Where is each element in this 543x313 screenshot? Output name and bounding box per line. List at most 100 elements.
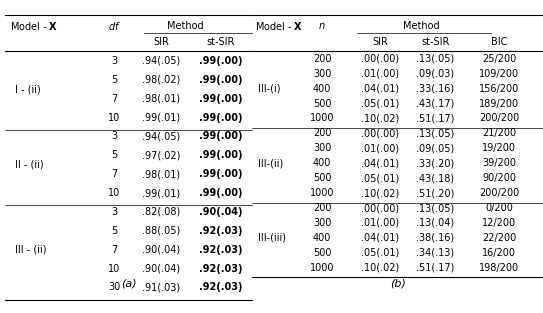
Text: 1000: 1000 <box>310 263 334 273</box>
Text: .99(.00): .99(.00) <box>199 150 242 160</box>
Text: 200: 200 <box>313 203 331 213</box>
Text: .99(.00): .99(.00) <box>199 75 242 85</box>
Text: .05(.01): .05(.01) <box>361 248 400 258</box>
Text: 39/200: 39/200 <box>482 158 516 168</box>
Text: .34(.13): .34(.13) <box>416 248 454 258</box>
Text: 7: 7 <box>111 245 117 255</box>
Text: SIR: SIR <box>153 37 169 47</box>
Text: .00(.00): .00(.00) <box>361 203 400 213</box>
Text: 189/200: 189/200 <box>479 99 520 109</box>
Text: 10: 10 <box>108 112 120 122</box>
Text: 300: 300 <box>313 69 331 79</box>
Text: Model - $\bf{X}$: Model - $\bf{X}$ <box>255 20 304 32</box>
Text: 1000: 1000 <box>310 113 334 123</box>
Text: Method: Method <box>403 21 439 31</box>
Text: 10: 10 <box>108 264 120 274</box>
Text: 12/200: 12/200 <box>482 218 516 228</box>
Text: Model - $\bf{X}$: Model - $\bf{X}$ <box>10 20 59 32</box>
Text: BIC: BIC <box>491 37 508 47</box>
Text: .82(.08): .82(.08) <box>142 207 180 217</box>
Text: III-(i): III-(i) <box>258 84 281 94</box>
Text: 400: 400 <box>313 158 331 168</box>
Text: .43(.17): .43(.17) <box>416 99 454 109</box>
Text: 7: 7 <box>111 94 117 104</box>
Text: 500: 500 <box>313 248 331 258</box>
Text: 5: 5 <box>111 226 117 236</box>
Text: 7: 7 <box>111 169 117 179</box>
Text: 10: 10 <box>108 188 120 198</box>
Text: .99(.00): .99(.00) <box>199 131 242 141</box>
Text: .00(.00): .00(.00) <box>361 54 400 64</box>
Text: 300: 300 <box>313 143 331 153</box>
Text: .51(.17): .51(.17) <box>416 263 454 273</box>
Text: .99(.00): .99(.00) <box>199 56 242 66</box>
Text: .13(.04): .13(.04) <box>416 218 454 228</box>
Text: 400: 400 <box>313 233 331 243</box>
Text: 19/200: 19/200 <box>482 143 516 153</box>
Text: .91(.03): .91(.03) <box>142 282 180 292</box>
Text: .10(.02): .10(.02) <box>361 263 400 273</box>
Text: 300: 300 <box>313 218 331 228</box>
Text: $n$: $n$ <box>318 21 326 31</box>
Text: .13(.05): .13(.05) <box>416 128 454 138</box>
Text: .90(.04): .90(.04) <box>142 264 180 274</box>
Text: .99(.01): .99(.01) <box>142 112 180 122</box>
Text: .98(.01): .98(.01) <box>142 169 180 179</box>
Text: II - (ii): II - (ii) <box>15 160 44 170</box>
Text: 109/200: 109/200 <box>479 69 520 79</box>
Text: .04(.01): .04(.01) <box>361 233 400 243</box>
Text: 200/200: 200/200 <box>479 188 520 198</box>
Text: .92(.03): .92(.03) <box>199 226 242 236</box>
Text: .04(.01): .04(.01) <box>361 84 400 94</box>
Text: 3: 3 <box>111 131 117 141</box>
Text: III-(iii): III-(iii) <box>258 233 286 243</box>
Text: .94(.05): .94(.05) <box>142 131 180 141</box>
Text: 5: 5 <box>111 150 117 160</box>
Text: III - (ii): III - (ii) <box>15 245 47 255</box>
Text: .38(.16): .38(.16) <box>416 233 454 243</box>
Text: .90(.04): .90(.04) <box>142 245 180 255</box>
Text: .99(.00): .99(.00) <box>199 112 242 122</box>
Text: .94(.05): .94(.05) <box>142 56 180 66</box>
Text: (b): (b) <box>390 278 406 288</box>
Text: .92(.03): .92(.03) <box>199 264 242 274</box>
Text: .10(.02): .10(.02) <box>361 113 400 123</box>
Text: $df$: $df$ <box>108 20 121 32</box>
Text: 400: 400 <box>313 84 331 94</box>
Text: 500: 500 <box>313 173 331 183</box>
Text: I - (ii): I - (ii) <box>15 84 41 94</box>
Text: 0/200: 0/200 <box>485 203 513 213</box>
Text: .99(.00): .99(.00) <box>199 188 242 198</box>
Text: .13(.05): .13(.05) <box>416 54 454 64</box>
Text: .10(.02): .10(.02) <box>361 188 400 198</box>
Text: 3: 3 <box>111 56 117 66</box>
Text: .92(.03): .92(.03) <box>199 282 242 292</box>
Text: 21/200: 21/200 <box>482 128 516 138</box>
Text: st-SIR: st-SIR <box>421 37 450 47</box>
Text: .09(.05): .09(.05) <box>416 143 454 153</box>
Text: .05(.01): .05(.01) <box>361 173 400 183</box>
Text: 200/200: 200/200 <box>479 113 520 123</box>
Text: 3: 3 <box>111 207 117 217</box>
Text: .99(.00): .99(.00) <box>199 169 242 179</box>
Text: 156/200: 156/200 <box>479 84 520 94</box>
Text: .01(.00): .01(.00) <box>361 69 400 79</box>
Text: .92(.03): .92(.03) <box>199 245 242 255</box>
Text: st-SIR: st-SIR <box>206 37 235 47</box>
Text: 1000: 1000 <box>310 188 334 198</box>
Text: .00(.00): .00(.00) <box>361 128 400 138</box>
Text: .90(.04): .90(.04) <box>199 207 242 217</box>
Text: .01(.00): .01(.00) <box>361 143 400 153</box>
Text: SIR: SIR <box>372 37 388 47</box>
Text: .33(.20): .33(.20) <box>416 158 454 168</box>
Text: 90/200: 90/200 <box>482 173 516 183</box>
Text: .51(.17): .51(.17) <box>416 113 454 123</box>
Text: .09(.03): .09(.03) <box>416 69 454 79</box>
Text: .01(.00): .01(.00) <box>361 218 400 228</box>
Text: .13(.05): .13(.05) <box>416 203 454 213</box>
Text: .99(.00): .99(.00) <box>199 94 242 104</box>
Text: 200: 200 <box>313 128 331 138</box>
Text: .05(.01): .05(.01) <box>361 99 400 109</box>
Text: (a): (a) <box>121 278 137 288</box>
Text: .51(.20): .51(.20) <box>416 188 454 198</box>
